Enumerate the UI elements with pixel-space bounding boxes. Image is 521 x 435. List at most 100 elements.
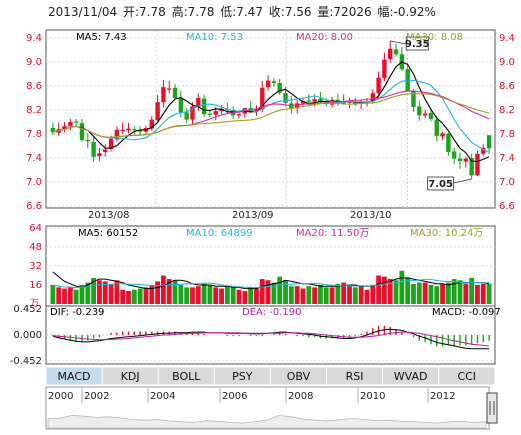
header-close-label: 收: — [269, 5, 285, 19]
price-annotations: 9.35 7.05 — [390, 36, 472, 191]
tab-label: RSI — [346, 370, 364, 383]
candle-body — [260, 87, 265, 110]
navigator-handle-grip[interactable] — [486, 392, 498, 424]
volume-bar — [131, 289, 137, 304]
price-ytick-left: 8.6 — [26, 81, 42, 92]
high-marker-label: 9.35 — [405, 39, 430, 50]
volume-bar — [364, 289, 370, 304]
tab-psy[interactable]: PSY — [213, 366, 271, 386]
price-ytick-left: 9.0 — [26, 57, 42, 68]
legend-entry-ma20: MA20: 11.50万 — [296, 228, 369, 239]
tab-boll[interactable]: BOLL — [157, 366, 215, 386]
volume-bar — [445, 282, 451, 304]
volume-bar — [219, 288, 224, 304]
volume-bar — [85, 282, 91, 304]
navigator-handle[interactable] — [486, 392, 498, 424]
volume-bar — [428, 285, 434, 304]
legend-name: MA5 — [76, 32, 98, 43]
candle-body — [137, 130, 143, 132]
candle-body — [382, 59, 387, 79]
tab-wvad[interactable]: WVAD — [382, 366, 440, 386]
price-ytick-right: 9.0 — [499, 57, 515, 68]
legend-entry-ma30: MA30: 10.24万 — [410, 228, 483, 239]
candle-body — [306, 100, 312, 102]
tab-rsi[interactable]: RSI — [326, 366, 384, 386]
volume-bar — [283, 280, 288, 304]
candle-body — [457, 158, 463, 161]
macd-axis-labels: -0.452 0.000 0.452 — [10, 304, 42, 367]
volume-bar — [376, 275, 381, 304]
candle-body — [411, 91, 416, 107]
volume-bar — [300, 288, 306, 304]
price-ytick-right: 7.4 — [499, 153, 515, 164]
volume-bar — [172, 280, 178, 304]
candle-body — [283, 93, 288, 103]
volume-unit-label: 万 — [30, 299, 39, 309]
legend-sep: : — [438, 228, 445, 239]
header-change-value: -0.92% — [393, 5, 435, 19]
tab-kdj[interactable]: KDJ — [101, 366, 159, 386]
legend-value: -0.239 — [72, 307, 104, 318]
volume-axis-labels: 16 32 48 64 万 — [29, 223, 42, 309]
volume-bar — [294, 286, 300, 304]
candle-body — [446, 134, 451, 152]
candle-body — [475, 153, 480, 176]
candle-body — [335, 99, 341, 102]
price-ytick-right: 7.0 — [499, 177, 515, 188]
tab-cci[interactable]: CCI — [438, 366, 496, 386]
macd-legend: DIF: -0.239 DEA: -0.190 MACD: -0.097 — [50, 307, 501, 318]
candle-body — [79, 123, 85, 140]
legend-name: MA30 — [406, 32, 434, 43]
legend-entry-ma10: MA10: 7.53 — [186, 32, 243, 43]
volume-ma10-line — [52, 278, 490, 289]
volume-bar — [73, 289, 79, 304]
macd-ytick: -0.452 — [10, 356, 42, 367]
header-volume-label: 量: — [317, 5, 333, 19]
tab-label: MACD — [58, 370, 91, 383]
legend-sep: : — [98, 32, 105, 43]
candle-body — [120, 129, 125, 131]
navigator-year-label: 2008 — [288, 391, 313, 402]
candle-body — [213, 111, 218, 115]
legend-entry-macd: MACD: -0.097 — [432, 307, 501, 318]
candle-body — [132, 129, 137, 131]
header-change-label: 幅: — [377, 4, 393, 19]
navigator-year-label: 2006 — [222, 391, 247, 402]
volume-bar — [236, 289, 242, 304]
candle-body — [190, 106, 195, 120]
legend-name: MA10 — [186, 32, 214, 43]
legend-name: MA10 — [186, 228, 214, 239]
high-marker-pointer — [390, 40, 407, 45]
price-ytick-right: 7.8 — [499, 129, 515, 140]
volume-bar — [120, 289, 126, 304]
macd-histogram — [52, 325, 490, 347]
legend-value: 8.00 — [331, 32, 353, 43]
volume-bar — [79, 285, 85, 304]
volume-bar — [486, 283, 492, 304]
macd-grid — [46, 308, 495, 362]
volume-bar — [347, 285, 352, 304]
volume-bar — [387, 279, 393, 304]
volume-bar — [475, 285, 480, 304]
candle-body — [294, 103, 300, 109]
low-marker-box — [427, 176, 455, 191]
navigator-year-label: 2000 — [48, 391, 73, 402]
candle-body — [463, 158, 469, 162]
candle-body — [103, 149, 108, 152]
legend-name: MA30 — [410, 228, 438, 239]
price-ytick-right: 8.2 — [499, 105, 515, 116]
dea-line — [52, 331, 490, 347]
tab-button[interactable] — [438, 366, 496, 386]
tab-obv[interactable]: OBV — [269, 366, 327, 386]
navigator-history-area — [47, 414, 487, 429]
price-ytick-right: 6.6 — [499, 201, 515, 212]
volume-bar — [102, 281, 108, 304]
volume-bar — [143, 287, 149, 304]
legend-value: 11.50万 — [331, 228, 370, 239]
candle-body — [254, 109, 259, 112]
volume-bar — [91, 277, 97, 304]
candle-body — [370, 93, 375, 102]
tab-macd[interactable]: MACD — [45, 366, 103, 386]
tab-label: WVAD — [394, 370, 428, 383]
price-grid — [46, 30, 495, 208]
